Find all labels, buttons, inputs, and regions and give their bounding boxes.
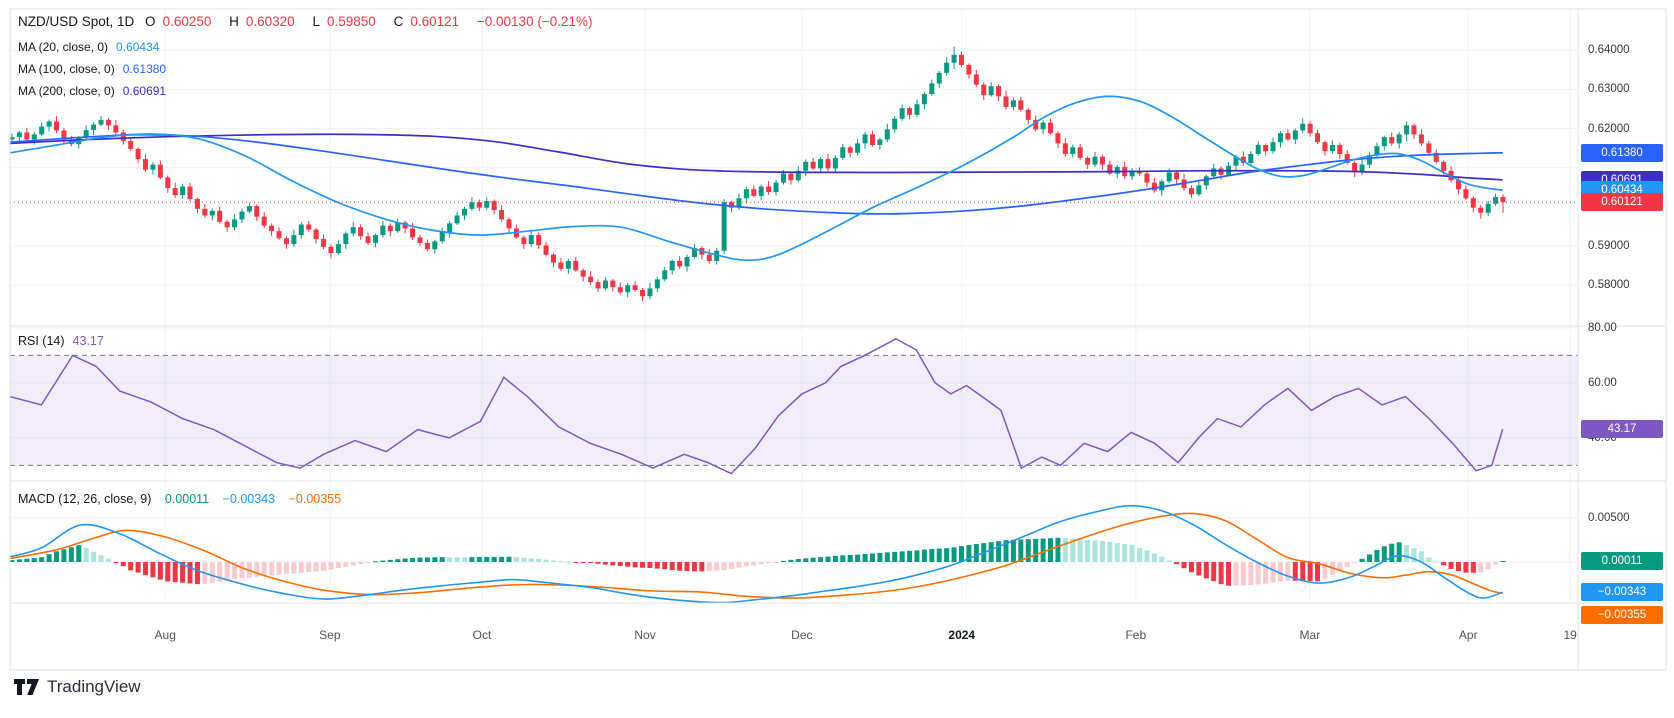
- tradingview-logo-icon: [14, 678, 39, 695]
- symbol-title: NZD/USD Spot, 1D: [18, 14, 135, 29]
- ma100-value: 0.61380: [122, 62, 167, 76]
- last-price-badge: 0.60121: [1581, 193, 1663, 212]
- time-axis-label: Mar: [1299, 628, 1321, 642]
- time-axis-label: 2024: [948, 628, 976, 642]
- macd-hist-value: 0.00011: [164, 492, 210, 506]
- tradingview-logo[interactable]: TradingView: [14, 677, 141, 697]
- macd-signal-value: −0.00355: [288, 492, 342, 506]
- time-axis-label: Oct: [472, 628, 492, 642]
- signal-badge: −0.00355: [1581, 606, 1663, 625]
- price-axis-label: 0.62000: [1588, 122, 1630, 135]
- price-axis-label: 0.64000: [1588, 44, 1630, 57]
- time-axis-label: 19: [1563, 628, 1577, 642]
- price-change: −0.00130 (−0.21%): [476, 14, 593, 29]
- ma200-legend: MA (200, close, 0) 0.60691: [18, 84, 167, 98]
- time-axis-label: Sep: [319, 628, 341, 642]
- macd-badge: −0.00343: [1581, 583, 1663, 602]
- rsi-legend: RSI (14) 43.17: [18, 334, 104, 348]
- price-axis-label: 0.58000: [1588, 279, 1630, 292]
- price-axis-label: 0.63000: [1588, 83, 1630, 96]
- macd-line-value: −0.00343: [222, 492, 276, 506]
- macd-axis-label: 0.00500: [1588, 511, 1630, 524]
- rsi-axis-label: 80.00: [1588, 321, 1617, 334]
- tradingview-logo-text: TradingView: [47, 677, 141, 696]
- time-axis-label: Aug: [154, 628, 176, 642]
- macd-legend: MACD (12, 26, close, 9) 0.00011 −0.00343…: [18, 492, 342, 506]
- rsi-value: 43.17: [72, 334, 104, 348]
- ohlc-close: C 0.60121: [393, 14, 460, 29]
- symbol-legend: NZD/USD Spot, 1D O 0.60250 H 0.60320 L 0.59…: [18, 14, 599, 29]
- ma20-legend: MA (20, close, 0) 0.60434: [18, 40, 160, 54]
- time-axis-label: Apr: [1458, 628, 1478, 642]
- time-axis-label: Nov: [634, 628, 656, 642]
- ohlc-open: O 0.60250: [145, 14, 212, 29]
- ma100-badge: 0.61380: [1581, 143, 1663, 162]
- ma200-value: 0.60691: [122, 84, 167, 98]
- price-axis-label: 0.59000: [1588, 240, 1630, 253]
- ma100-legend: MA (100, close, 0) 0.61380: [18, 62, 167, 76]
- rsi-axis-label: 60.00: [1588, 376, 1617, 389]
- ma20-value: 0.60434: [116, 40, 160, 54]
- time-axis-label: Feb: [1125, 628, 1147, 642]
- time-axis-label: Dec: [791, 628, 813, 642]
- hist-badge: 0.00011: [1581, 552, 1663, 571]
- ohlc-low: L 0.59850: [312, 14, 376, 29]
- rsi-badge: 43.17: [1581, 420, 1663, 439]
- ohlc-high: H 0.60320: [229, 14, 295, 29]
